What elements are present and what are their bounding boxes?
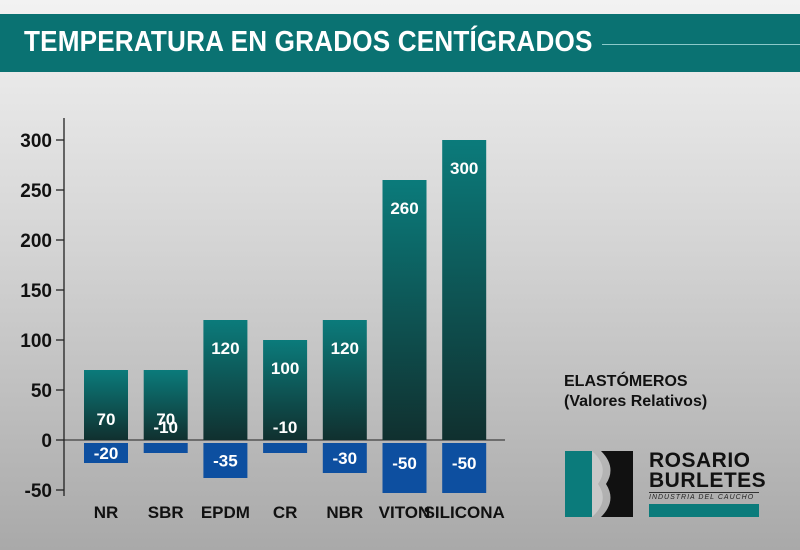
rb-logo-mark-icon <box>565 451 633 517</box>
y-tick-label: 0 <box>41 431 52 452</box>
y-tick-label: -50 <box>25 481 52 502</box>
y-tick-label: 100 <box>20 331 52 352</box>
x-tick-label: SBR <box>148 503 184 522</box>
bar-max <box>84 370 128 440</box>
rosario-burletes-logo: ROSARIO BURLETES INDUSTRIA DEL CAUCHO <box>563 448 795 520</box>
x-tick-label: NBR <box>326 503 363 522</box>
data-label-min: -50 <box>452 454 477 473</box>
brand-name-line-2: BURLETES <box>649 469 767 492</box>
bar-max <box>442 140 487 440</box>
x-tick-label: NR <box>94 503 119 522</box>
data-label-max: 260 <box>390 199 418 218</box>
data-label-min: -10 <box>153 418 178 437</box>
data-label-max: 300 <box>450 159 478 178</box>
bar-max <box>382 180 427 440</box>
brand-tagline: INDUSTRIA DEL CAUCHO <box>649 494 755 501</box>
page-title: TEMPERATURA EN GRADOS CENTÍGRADOS <box>24 26 593 58</box>
bar-min <box>143 443 188 453</box>
bar-max <box>203 320 248 440</box>
bar-max <box>322 320 367 440</box>
data-label-min: -20 <box>94 444 119 463</box>
header-bar: TEMPERATURA EN GRADOS CENTÍGRADOS <box>0 14 800 72</box>
data-label-min: -50 <box>392 454 417 473</box>
x-tick-label: EPDM <box>201 503 250 522</box>
bar-min <box>442 443 487 493</box>
data-label-max: 70 <box>97 410 116 429</box>
data-label-max: 100 <box>271 359 299 378</box>
legend-line-1: ELASTÓMEROS <box>564 373 688 390</box>
bar-min <box>322 443 367 473</box>
x-tick-label: VITON <box>379 503 431 522</box>
x-tick-label: CR <box>273 503 298 522</box>
data-label-min: -10 <box>273 418 298 437</box>
y-tick-label: 300 <box>20 131 52 152</box>
data-label-min: -35 <box>213 452 238 471</box>
header-rule <box>602 44 800 45</box>
y-tick-label: 150 <box>20 281 52 302</box>
brand-divider <box>649 492 759 493</box>
legend-line-2: (Valores Relativos) <box>564 393 708 410</box>
brand-accent-bar <box>649 504 759 517</box>
chart-legend: ELASTÓMEROS (Valores Relativos) <box>564 372 707 412</box>
data-label-min: -30 <box>333 449 358 468</box>
data-label-max: 120 <box>211 339 239 358</box>
y-tick-label: 250 <box>20 181 52 202</box>
y-tick-label: 200 <box>20 231 52 252</box>
bar-min <box>84 443 128 463</box>
data-label-max: 120 <box>331 339 359 358</box>
bar-max <box>263 340 308 440</box>
data-label-max: 70 <box>156 410 175 429</box>
bar-min <box>382 443 427 493</box>
bar-min <box>263 443 308 453</box>
y-tick-label: 50 <box>31 381 52 402</box>
x-tick-label: SILICONA <box>424 503 505 522</box>
brand-name-line-1: ROSARIO <box>649 449 751 472</box>
bar-max <box>143 370 188 440</box>
bar-min <box>203 443 248 478</box>
